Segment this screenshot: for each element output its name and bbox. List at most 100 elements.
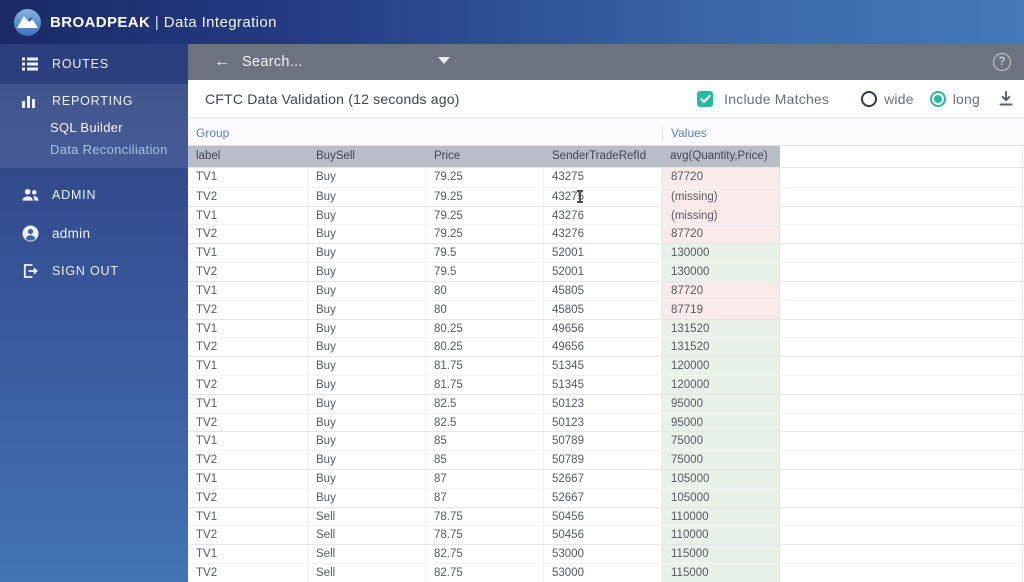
- table-row[interactable]: TV2 Buy 80.25 49656 131520: [188, 337, 1024, 357]
- table-row[interactable]: TV1 Buy 80 45805 87720: [188, 280, 1024, 300]
- cell-buysell: Sell: [308, 526, 426, 545]
- values-header-label[interactable]: Values: [662, 126, 707, 141]
- long-radio[interactable]: [929, 90, 946, 107]
- column-header-sendertraderefid[interactable]: SenderTradeRefId: [544, 146, 662, 167]
- cell-sendertraderefid: 52001: [544, 263, 662, 281]
- cell-price: 80: [426, 281, 544, 300]
- cell-price: 87: [426, 470, 544, 488]
- sidebar-item-label: admin: [52, 225, 91, 241]
- table-row[interactable]: TV1 Buy 79.25 43276 (missing): [188, 205, 1024, 225]
- sidebar-item-data-reconciliation[interactable]: Data Reconciliation: [50, 142, 168, 157]
- product-name: Data Integration: [163, 13, 277, 31]
- wide-radio-label[interactable]: wide: [884, 90, 914, 107]
- cell-price: 79.5: [426, 244, 544, 263]
- cell-price: 80.25: [426, 319, 544, 338]
- group-header-label[interactable]: Group: [196, 126, 230, 140]
- table-row[interactable]: TV2 Buy 81.75 51345 120000: [188, 374, 1024, 394]
- table-row[interactable]: TV2 Buy 79.5 52001 130000: [188, 262, 1024, 281]
- sidebar-item-routes[interactable]: ROUTES: [0, 48, 188, 80]
- sidebar-item-user[interactable]: admin: [0, 218, 188, 248]
- cell-label: TV2: [188, 413, 308, 432]
- cell-sendertraderefid: 50789: [544, 432, 662, 451]
- column-header-buysell[interactable]: BuySell: [308, 146, 426, 167]
- sidebar-item-label: ADMIN: [52, 188, 97, 202]
- table-row[interactable]: TV2 Buy 82.5 50123 95000: [188, 412, 1024, 432]
- table-row[interactable]: TV2 Sell 78.75 50456 110000: [188, 525, 1024, 545]
- long-radio-label[interactable]: long: [952, 90, 980, 107]
- cell-avg-value: 95000: [662, 413, 780, 432]
- cell-price: 85: [426, 451, 544, 469]
- help-icon[interactable]: ?: [993, 53, 1011, 71]
- table-row[interactable]: TV1 Sell 82.75 53000 115000: [188, 544, 1024, 564]
- cell-price: 81.75: [426, 357, 544, 375]
- download-icon[interactable]: [998, 90, 1014, 107]
- user-icon: [22, 225, 39, 242]
- column-header-label[interactable]: label: [188, 146, 308, 167]
- table-column-headers: label BuySell Price SenderTradeRefId avg…: [188, 146, 1024, 168]
- scrollbar-track[interactable]: [1022, 146, 1023, 582]
- cell-buysell: Buy: [308, 413, 426, 432]
- cell-buysell: Sell: [308, 564, 426, 582]
- table-row[interactable]: TV1 Buy 85 50789 75000: [188, 431, 1024, 451]
- sign-out-icon: [22, 263, 39, 280]
- sidebar-item-reporting[interactable]: REPORTING: [0, 86, 188, 116]
- table-group-header: Group Values: [188, 118, 1024, 146]
- cell-avg-value: 87719: [662, 300, 780, 319]
- cell-sendertraderefid: 43276: [544, 225, 662, 244]
- column-header-price[interactable]: Price: [426, 146, 544, 167]
- cell-sendertraderefid: 53000: [544, 545, 662, 564]
- include-matches-label[interactable]: Include Matches: [724, 90, 830, 107]
- table-row[interactable]: TV1 Buy 81.75 51345 120000: [188, 356, 1024, 375]
- cell-avg-value: 110000: [662, 526, 780, 545]
- brand-peak: PEAK: [107, 13, 151, 31]
- sidebar-subitem-label: Data Reconciliation: [50, 142, 168, 157]
- table-row[interactable]: TV2 Buy 85 50789 75000: [188, 450, 1024, 469]
- cell-buysell: Buy: [308, 263, 426, 281]
- table-row[interactable]: TV1 Buy 82.5 50123 95000: [188, 393, 1024, 413]
- table-row[interactable]: TV1 Buy 79.5 52001 130000: [188, 243, 1024, 263]
- cell-buysell: Buy: [308, 319, 426, 338]
- cell-label: TV1: [188, 507, 308, 526]
- table-row[interactable]: TV1 Buy 87 52667 105000: [188, 469, 1024, 488]
- cell-sendertraderefid: 49656: [544, 338, 662, 357]
- table-row[interactable]: TV2 Buy 79.25 43276 87720: [188, 224, 1024, 244]
- cell-label: TV2: [188, 526, 308, 545]
- sidebar-item-sql-builder[interactable]: SQL Builder: [50, 120, 123, 135]
- chevron-down-icon[interactable]: [438, 57, 450, 64]
- cell-price: 85: [426, 432, 544, 451]
- cell-sendertraderefid: 43276: [544, 206, 662, 225]
- table-row[interactable]: TV1 Sell 78.75 50456 110000: [188, 506, 1024, 526]
- cell-price: 82.75: [426, 545, 544, 564]
- table-row[interactable]: TV2 Sell 82.75 53000 115000: [188, 563, 1024, 582]
- column-header-avg-quantity-price[interactable]: avg(Quantity,Price): [662, 146, 780, 167]
- brand-separator: |: [150, 13, 164, 31]
- cell-label: TV2: [188, 300, 308, 319]
- sidebar-item-sign-out[interactable]: SIGN OUT: [0, 256, 188, 286]
- cell-sendertraderefid: 50123: [544, 413, 662, 432]
- table-row[interactable]: TV2 Buy 80 45805 87719: [188, 299, 1024, 319]
- radio-dot: [933, 94, 942, 103]
- include-matches-checkbox[interactable]: [697, 90, 714, 107]
- table-row[interactable]: TV2 Buy 87 52667 105000: [188, 487, 1024, 507]
- wide-radio[interactable]: [861, 90, 878, 107]
- cell-sendertraderefid: 52001: [544, 244, 662, 263]
- cell-label: TV2: [188, 564, 308, 582]
- cell-sendertraderefid: 52667: [544, 488, 662, 507]
- table-row[interactable]: TV2 Buy 79.25 43275 (missing): [188, 186, 1024, 206]
- brand-broad: BROAD: [50, 13, 107, 31]
- broadpeak-logo-icon: [14, 8, 41, 36]
- cell-avg-value: 105000: [662, 488, 780, 507]
- cell-avg-value: (missing): [662, 206, 780, 225]
- search-input[interactable]: Search...: [242, 54, 303, 70]
- sidebar-item-admin[interactable]: ADMIN: [0, 180, 188, 210]
- cell-buysell: Sell: [308, 545, 426, 564]
- table-row[interactable]: TV1 Buy 79.25 43275 87720: [188, 168, 1024, 187]
- cell-buysell: Buy: [308, 300, 426, 319]
- cell-price: 81.75: [426, 375, 544, 394]
- back-arrow-icon[interactable]: ←: [214, 53, 230, 70]
- cell-avg-value: 131520: [662, 319, 780, 338]
- cell-buysell: Buy: [308, 206, 426, 225]
- table-row[interactable]: TV1 Buy 80.25 49656 131520: [188, 318, 1024, 338]
- cell-price: 80.25: [426, 338, 544, 357]
- cell-sendertraderefid: 50456: [544, 507, 662, 526]
